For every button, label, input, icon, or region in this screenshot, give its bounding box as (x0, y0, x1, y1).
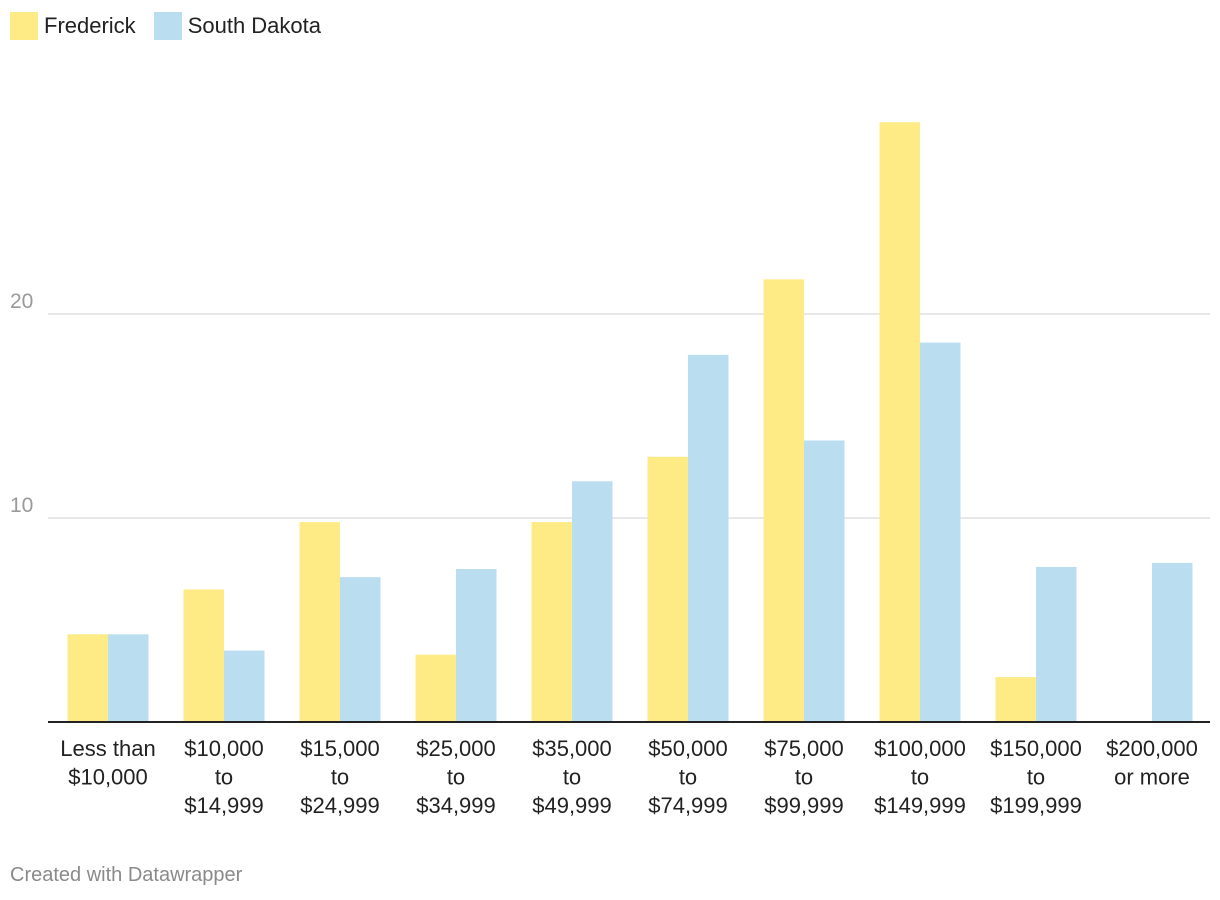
bar-frederick-2 (299, 522, 340, 722)
x-tick-label-line: Less than (60, 736, 155, 761)
bar-frederick-3 (415, 654, 456, 722)
x-tick-label-line: to (563, 765, 581, 790)
bar-frederick-6 (763, 279, 804, 722)
bar-frederick-1 (183, 589, 224, 722)
x-tick-label-line: to (1027, 765, 1045, 790)
x-tick-label-4: $35,000 to $49,999 (532, 736, 612, 818)
bar-frederick-0 (67, 634, 108, 722)
footer-credit: Created with Datawrapper (10, 864, 243, 886)
bar-south-dakota-8 (1036, 566, 1077, 722)
x-tick-label-line: to (447, 765, 465, 790)
x-tick-label-line: $15,000 (300, 736, 380, 761)
x-tick-label-6: $75,000 to $99,999 (764, 736, 844, 818)
x-tick-label-line: $200,000 (1106, 736, 1198, 761)
legend-swatch-south-dakota (153, 12, 182, 40)
x-tick-label-line: $150,000 (990, 736, 1082, 761)
bar-frederick-7 (879, 122, 920, 723)
x-tick-label-5: $50,000 to $74,999 (648, 736, 728, 818)
x-tick-label-line: $49,999 (532, 793, 612, 818)
x-tick-label-line: to (331, 765, 349, 790)
bar-south-dakota-1 (224, 650, 265, 722)
x-tick-label-line: to (215, 765, 233, 790)
legend-label-south-dakota: South Dakota (187, 13, 321, 38)
x-tick-label-8: $150,000 to $199,999 (990, 736, 1082, 818)
legend-item-south-dakota: South Dakota (153, 12, 321, 40)
bar-south-dakota-3 (456, 569, 497, 722)
x-tick-label-line: $74,999 (648, 793, 728, 818)
y-tick-label-10: 10 (10, 494, 33, 517)
bar-frederick-4 (531, 522, 572, 722)
bar-south-dakota-2 (340, 577, 381, 722)
x-tick-label-line: $50,000 (648, 736, 728, 761)
x-tick-label-line: $34,999 (416, 793, 496, 818)
legend-item-frederick: Frederick (10, 12, 136, 40)
bar-frederick-8 (995, 677, 1036, 722)
x-tick-label-1: $10,000 to $14,999 (184, 736, 264, 818)
x-tick-label-line: to (679, 765, 697, 790)
x-tick-label-line: $149,999 (874, 793, 966, 818)
x-tick-label-7: $100,000 to $149,999 (874, 736, 966, 818)
bar-south-dakota-7 (920, 342, 961, 722)
bar-south-dakota-5 (688, 354, 729, 722)
y-tick-label-20: 20 (10, 290, 33, 313)
x-tick-label-9: $200,000 or more (1106, 736, 1198, 790)
x-tick-label-line: or more (1114, 765, 1190, 790)
legend-label-frederick: Frederick (44, 13, 136, 38)
x-tick-label-3: $25,000 to $34,999 (416, 736, 496, 818)
x-tick-label-line: to (911, 765, 929, 790)
x-tick-label-line: $35,000 (532, 736, 612, 761)
x-tick-label-line: $99,999 (764, 793, 844, 818)
x-tick-label-line: to (795, 765, 813, 790)
bar-south-dakota-4 (572, 481, 613, 722)
x-tick-label-line: $75,000 (764, 736, 844, 761)
x-tick-label-0: Less than $10,000 (60, 736, 155, 790)
x-tick-label-line: $25,000 (416, 736, 496, 761)
x-tick-label-2: $15,000 to $24,999 (300, 736, 380, 818)
legend-swatch-frederick (10, 12, 38, 40)
x-tick-label-line: $24,999 (300, 793, 380, 818)
bar-south-dakota-0 (108, 634, 149, 722)
x-tick-label-line: $10,000 (184, 736, 264, 761)
bar-south-dakota-6 (804, 440, 845, 722)
x-tick-label-line: $14,999 (184, 793, 264, 818)
x-tick-label-line: $100,000 (874, 736, 966, 761)
bar-frederick-5 (647, 456, 688, 722)
x-tick-label-line: $10,000 (68, 765, 148, 790)
bar-south-dakota-9 (1152, 562, 1193, 722)
legend: Frederick South Dakota (10, 12, 339, 40)
x-tick-label-line: $199,999 (990, 793, 1082, 818)
